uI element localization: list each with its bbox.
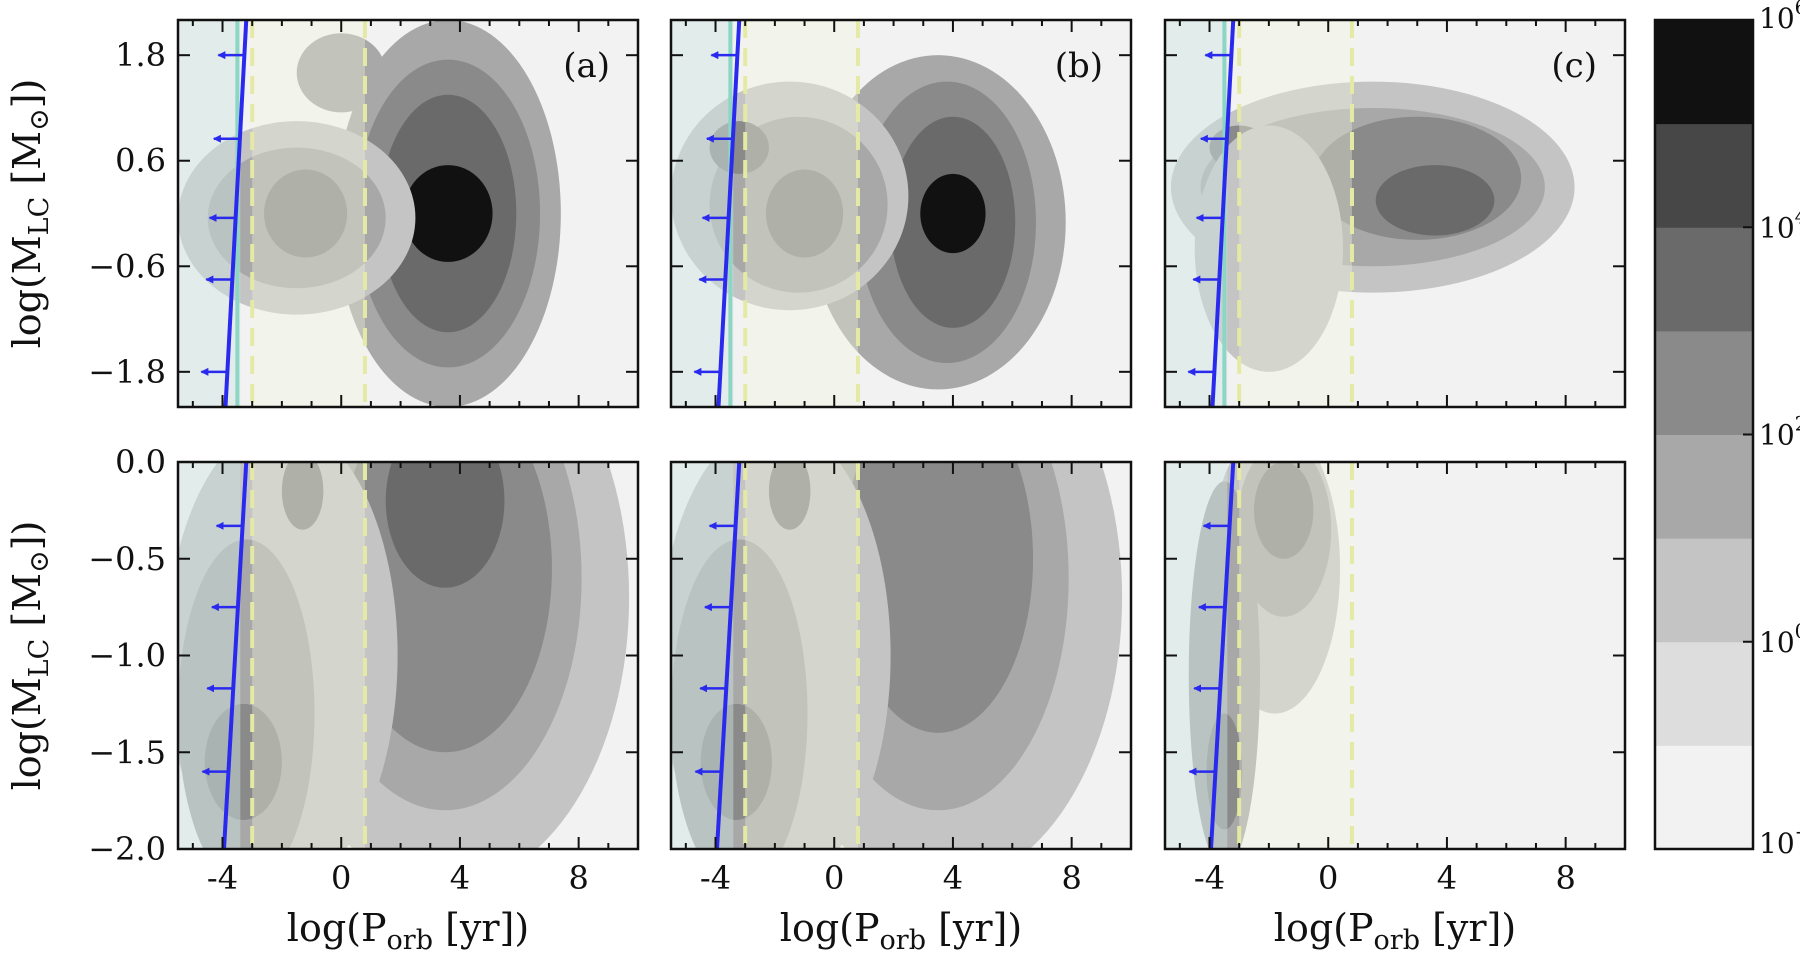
x-tick-label: 0: [331, 859, 351, 897]
x-axis-label: log(Porb [yr]): [1274, 906, 1516, 956]
colorbar-band: [1655, 227, 1753, 332]
density-contour: [843, 462, 1034, 733]
colorbar-tick-label: 102: [1759, 412, 1800, 452]
colorbar: 10−2 100 102 104 106: [1653, 0, 1800, 860]
yellow-region: [252, 20, 365, 407]
y-tick-label: −0.6: [88, 247, 166, 285]
plot-frame: [176, 18, 640, 409]
panel-f: -4 0 4 8 log(Porb [yr]): [1163, 460, 1627, 956]
colorbar-tick-label: 100: [1759, 619, 1800, 659]
teal-region: [671, 20, 734, 407]
x-tick-label: -4: [1194, 859, 1225, 897]
density-contour: [204, 703, 282, 820]
density-contour: [765, 169, 844, 258]
density-contour: [1188, 481, 1260, 849]
density-contour: [1194, 125, 1344, 372]
limit-curve: [1210, 20, 1236, 407]
colorbar-tick-label: 104: [1759, 204, 1800, 244]
x-tick-label: 4: [943, 859, 963, 897]
y-tick-label: −1.0: [88, 637, 166, 675]
x-tick-label: 0: [824, 859, 844, 897]
x-axis-label: log(Porb [yr]): [287, 906, 529, 956]
density-contour: [709, 121, 769, 174]
density-contour: [768, 462, 811, 530]
y-tick-label: 1.8: [115, 36, 166, 74]
density-contour: [920, 173, 986, 254]
y-tick-label: −2.0: [88, 830, 166, 868]
panel-label: (b): [1055, 46, 1103, 86]
limit-curve: [716, 20, 742, 407]
colorbar-band: [1655, 330, 1753, 435]
density-contour: [403, 165, 493, 262]
colorbar-band: [1655, 20, 1753, 125]
x-tick-label: 8: [1061, 859, 1081, 897]
limit-curve: [223, 20, 249, 407]
y-tick-label: 0.6: [115, 142, 166, 180]
colorbar-band: [1655, 745, 1753, 850]
plot-frame: [1163, 18, 1627, 409]
colorbar-band: [1655, 641, 1753, 746]
x-tick-label: 4: [450, 859, 470, 897]
x-tick-label: -4: [207, 859, 238, 897]
panel-b: (b): [669, 18, 1133, 409]
panel-label: (c): [1551, 46, 1597, 86]
y-axis-label: log(MLC [M⊙]): [5, 521, 55, 791]
colorbar-band: [1655, 538, 1753, 643]
yellow-region: [252, 462, 365, 849]
y-tick-label: −1.5: [88, 733, 166, 771]
density-contour: [264, 169, 348, 258]
x-tick-label: 0: [1318, 859, 1338, 897]
colorbar-band: [1655, 434, 1753, 539]
colorbar-tick-label: 10−2: [1759, 820, 1800, 860]
colorbar-tick-label: 106: [1759, 0, 1800, 35]
density-contour: [281, 462, 324, 530]
x-tick-label: 8: [568, 859, 588, 897]
yellow-region: [745, 20, 858, 407]
yellow-region: [1239, 462, 1352, 849]
y-axis-label: log(MLC [M⊙]): [5, 79, 55, 349]
density-contour: [385, 462, 505, 588]
y-tick-label: −1.8: [88, 353, 166, 391]
density-contour: [1254, 462, 1314, 559]
teal-region: [1165, 20, 1228, 407]
colorbar-band: [1655, 123, 1753, 228]
density-contour: [1375, 165, 1495, 236]
panel-e: -4 0 4 8 log(Porb [yr]): [669, 460, 1133, 956]
panel-label: (a): [563, 46, 610, 86]
y-tick-label: 0.0: [115, 443, 166, 481]
y-tick-label: −0.5: [88, 540, 166, 578]
x-tick-label: 8: [1555, 859, 1575, 897]
plot-frame: [669, 18, 1133, 409]
x-tick-label: -4: [700, 859, 731, 897]
x-tick-label: 4: [1437, 859, 1457, 897]
panel-c: (c): [1163, 18, 1627, 409]
x-axis-label: log(Porb [yr]): [780, 906, 1022, 956]
panel-a: 1.8 0.6 −0.6 −1.8 log(MLC [M⊙]) (a): [5, 18, 640, 409]
yellow-region: [745, 462, 858, 849]
teal-region: [178, 20, 241, 407]
yellow-region: [1239, 20, 1352, 407]
panel-d: -4 0 4 8 log(Porb [yr]) 0.0 −0.5 −1.0 −1.5 −2.0 lo…: [5, 443, 640, 956]
